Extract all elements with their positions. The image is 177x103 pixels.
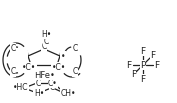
Text: F: F bbox=[131, 70, 136, 79]
Text: C•: C• bbox=[48, 78, 58, 88]
Text: C: C bbox=[72, 67, 78, 77]
Text: F: F bbox=[126, 60, 132, 70]
Text: H•: H• bbox=[41, 29, 51, 39]
Text: C: C bbox=[35, 78, 41, 88]
Text: •HC: •HC bbox=[13, 84, 29, 92]
Text: CH•: CH• bbox=[60, 88, 76, 98]
Text: •C•: •C• bbox=[22, 63, 36, 71]
Text: •: • bbox=[61, 52, 65, 60]
Text: C: C bbox=[10, 43, 16, 53]
Text: P: P bbox=[140, 60, 146, 70]
Text: C: C bbox=[43, 36, 49, 46]
Text: F: F bbox=[140, 46, 145, 56]
Text: C: C bbox=[10, 67, 16, 77]
Text: •C•: •C• bbox=[52, 63, 66, 71]
Text: F: F bbox=[155, 60, 159, 70]
Text: F: F bbox=[140, 74, 145, 84]
Text: C: C bbox=[41, 42, 47, 50]
Text: HFe•: HFe• bbox=[35, 70, 55, 80]
Text: C: C bbox=[49, 84, 55, 92]
Text: F: F bbox=[150, 51, 155, 60]
Text: C: C bbox=[72, 43, 78, 53]
Text: H•: H• bbox=[34, 88, 44, 98]
